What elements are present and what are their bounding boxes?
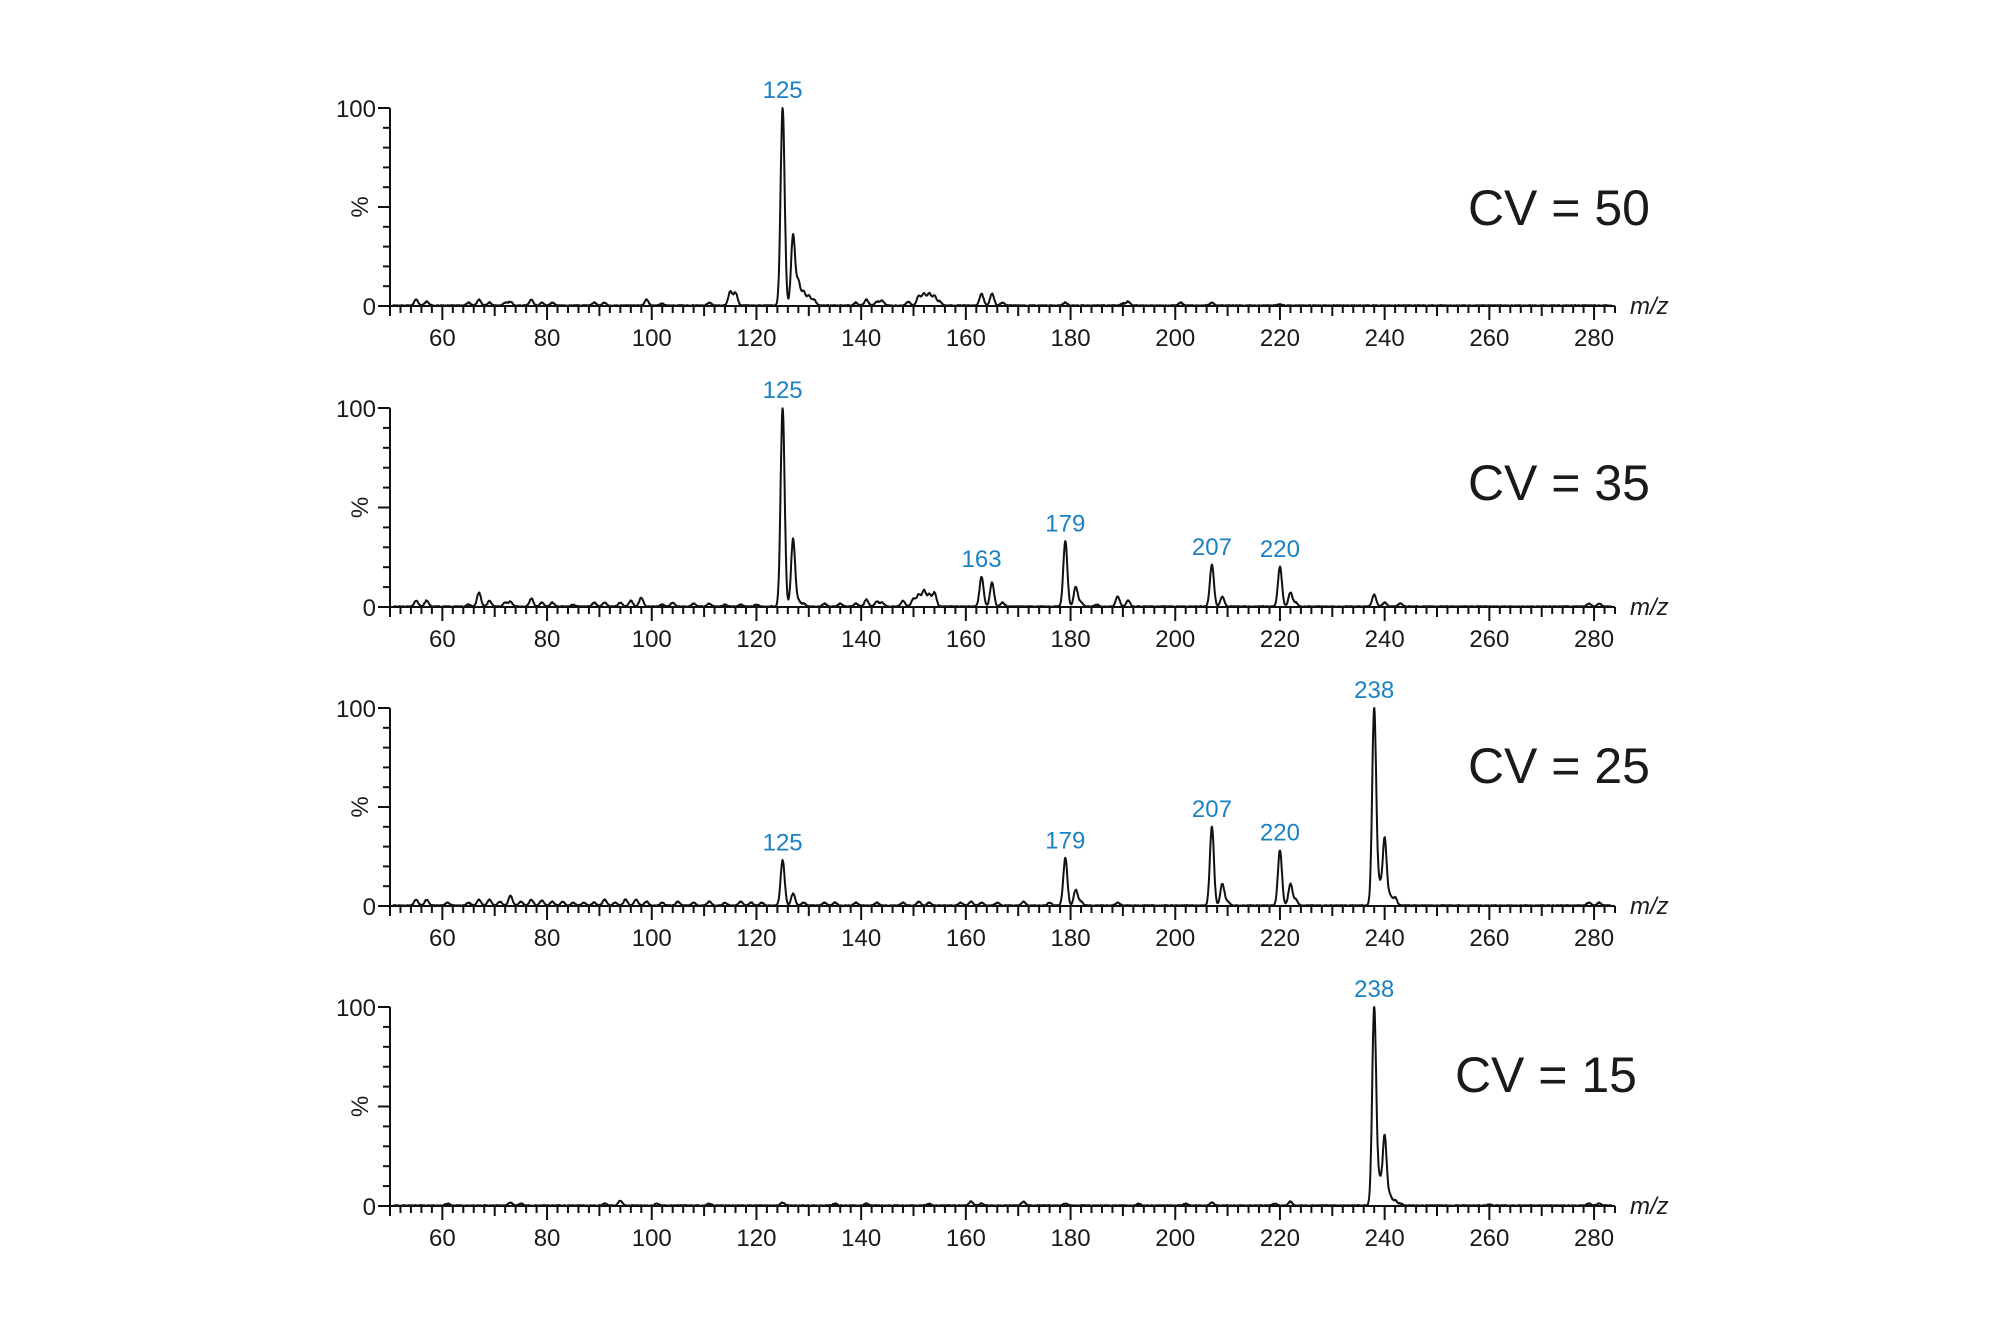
x-tick-label: 280 bbox=[1574, 1225, 1614, 1252]
x-tick-label: 100 bbox=[632, 626, 672, 653]
peak-label-125: 125 bbox=[763, 377, 803, 404]
peak-label-220: 220 bbox=[1260, 536, 1300, 563]
x-tick-label: 200 bbox=[1155, 325, 1195, 352]
y-axis-title: % bbox=[347, 196, 374, 217]
x-tick-label: 140 bbox=[841, 325, 881, 352]
x-tick-label: 220 bbox=[1260, 1225, 1300, 1252]
x-tick-label: 200 bbox=[1155, 925, 1195, 952]
spectrum-trace bbox=[392, 707, 1613, 907]
x-tick-label: 60 bbox=[429, 925, 456, 952]
y-axis-title: % bbox=[347, 796, 374, 817]
spectrum-panel-cv15: 100 0% 60 80 100 120 140 160 180 200 220 240 260 280 m… bbox=[336, 976, 1669, 1252]
x-tick-label: 180 bbox=[1051, 925, 1091, 952]
y-tick-label-100: 100 bbox=[336, 96, 376, 123]
x-tick-label: 80 bbox=[534, 925, 561, 952]
cv-label: CV = 35 bbox=[1468, 455, 1650, 511]
x-tick-label: 260 bbox=[1469, 325, 1509, 352]
spectrum-trace bbox=[391, 407, 1613, 608]
peak-label-125: 125 bbox=[763, 829, 803, 856]
x-tick-label: 100 bbox=[632, 925, 672, 952]
x-axis-title: m/z bbox=[1630, 293, 1669, 320]
x-tick-label: 100 bbox=[632, 325, 672, 352]
x-tick-label: 280 bbox=[1574, 325, 1614, 352]
x-tick-label: 140 bbox=[841, 1225, 881, 1252]
x-tick-label: 180 bbox=[1051, 626, 1091, 653]
peak-label-220: 220 bbox=[1260, 820, 1300, 847]
x-tick-label: 180 bbox=[1051, 325, 1091, 352]
x-tick-label: 220 bbox=[1260, 626, 1300, 653]
peak-label-179: 179 bbox=[1045, 827, 1085, 854]
x-tick-label: 140 bbox=[841, 626, 881, 653]
cv-label: CV = 25 bbox=[1468, 738, 1650, 794]
x-tick-label: 100 bbox=[632, 1225, 672, 1252]
x-tick-label: 240 bbox=[1365, 626, 1405, 653]
x-tick-label: 240 bbox=[1365, 925, 1405, 952]
x-tick-label: 200 bbox=[1155, 626, 1195, 653]
x-tick-label: 60 bbox=[429, 1225, 456, 1252]
peak-label-163: 163 bbox=[962, 546, 1002, 573]
spectrum-panel-cv35: 100 0% 60 80 100 120 140 160 180 200 220 240 260 280 m… bbox=[336, 377, 1669, 653]
x-tick-label: 180 bbox=[1051, 1225, 1091, 1252]
x-tick-label: 80 bbox=[534, 325, 561, 352]
y-tick-label-100: 100 bbox=[336, 995, 376, 1022]
y-axis-title: % bbox=[347, 1096, 374, 1117]
peak-label-179: 179 bbox=[1045, 510, 1085, 537]
y-tick-label-0: 0 bbox=[363, 1194, 376, 1221]
x-tick-label: 280 bbox=[1574, 925, 1614, 952]
x-tick-label: 160 bbox=[946, 925, 986, 952]
x-axis-title: m/z bbox=[1630, 893, 1669, 920]
y-tick-label-0: 0 bbox=[363, 294, 376, 321]
x-axis-title: m/z bbox=[1630, 1193, 1669, 1220]
x-tick-label: 160 bbox=[946, 1225, 986, 1252]
y-axis-title: % bbox=[347, 497, 374, 518]
y-tick-label-100: 100 bbox=[336, 396, 376, 423]
peak-label-207: 207 bbox=[1192, 534, 1232, 561]
x-tick-label: 120 bbox=[736, 925, 776, 952]
x-tick-label: 260 bbox=[1469, 925, 1509, 952]
y-tick-label-100: 100 bbox=[336, 696, 376, 723]
x-axis-title: m/z bbox=[1630, 594, 1669, 621]
x-tick-label: 220 bbox=[1260, 925, 1300, 952]
x-tick-label: 220 bbox=[1260, 325, 1300, 352]
spectrum-panel-cv25: 100 0% 60 80 100 120 140 160 180 200 220 240 260 280 m… bbox=[336, 677, 1669, 952]
x-tick-label: 240 bbox=[1365, 1225, 1405, 1252]
spectrum-trace bbox=[391, 1006, 1613, 1207]
x-tick-label: 140 bbox=[841, 925, 881, 952]
x-tick-label: 80 bbox=[534, 626, 561, 653]
x-tick-label: 160 bbox=[946, 626, 986, 653]
spectrum-panel-cv50: 100 0% 60 80 100 120 140 160 180 200 220 240 260 280 m… bbox=[336, 77, 1669, 352]
peak-label-238: 238 bbox=[1354, 976, 1394, 1003]
cv-label: CV = 15 bbox=[1455, 1047, 1637, 1103]
y-tick-label-0: 0 bbox=[363, 595, 376, 622]
x-tick-label: 120 bbox=[736, 626, 776, 653]
peak-label-238: 238 bbox=[1354, 677, 1394, 704]
x-tick-label: 200 bbox=[1155, 1225, 1195, 1252]
x-tick-label: 260 bbox=[1469, 626, 1509, 653]
spectrum-trace bbox=[392, 107, 1613, 307]
x-tick-label: 60 bbox=[429, 325, 456, 352]
x-tick-label: 260 bbox=[1469, 1225, 1509, 1252]
x-tick-label: 120 bbox=[736, 1225, 776, 1252]
y-tick-label-0: 0 bbox=[363, 894, 376, 921]
cv-label: CV = 50 bbox=[1468, 180, 1650, 236]
peak-label-207: 207 bbox=[1192, 796, 1232, 823]
peak-label-125: 125 bbox=[763, 77, 803, 104]
x-tick-label: 280 bbox=[1574, 626, 1614, 653]
x-tick-label: 120 bbox=[736, 325, 776, 352]
x-tick-label: 60 bbox=[429, 626, 456, 653]
x-tick-label: 160 bbox=[946, 325, 986, 352]
x-tick-label: 240 bbox=[1365, 325, 1405, 352]
x-tick-label: 80 bbox=[534, 1225, 561, 1252]
